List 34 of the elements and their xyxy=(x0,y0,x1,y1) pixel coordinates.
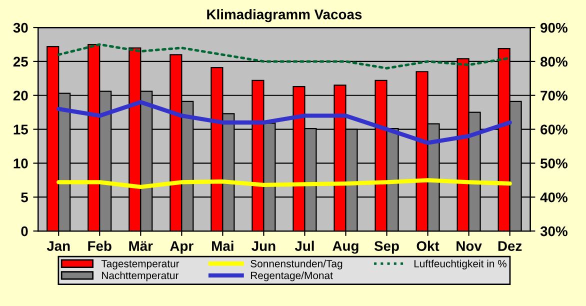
y-tick-label: 15 xyxy=(14,124,28,134)
y2-tick-label: 80% xyxy=(540,56,568,67)
y2-tick-label: 30% xyxy=(540,226,568,236)
y-tick-label: 0 xyxy=(21,226,28,236)
x-tick-label: Nov xyxy=(456,241,482,251)
legend-label: Sonnenstunden/Tag xyxy=(250,260,342,270)
legend-label: Nachttemperatur xyxy=(102,272,179,282)
y2-tick-label: 40% xyxy=(540,192,568,202)
line-series xyxy=(56,178,512,190)
x-tick-label: Okt xyxy=(416,240,440,251)
x-tick-label: Aug xyxy=(332,241,358,254)
chart-title: Klimadiagramm Vacoas xyxy=(207,9,362,22)
x-tick-label: Feb xyxy=(88,240,112,251)
y-tick-label: 30 xyxy=(13,22,28,33)
x-tick-label: Apr xyxy=(170,241,194,254)
y2-tick-label: 90% xyxy=(540,22,568,33)
legend-label: Luftfeuchtigkeit in % xyxy=(414,260,506,270)
y-tick-label: 5 xyxy=(21,192,28,202)
legend-label: Tagestemperatur xyxy=(101,260,180,270)
y-tick-label: 20 xyxy=(13,90,28,101)
y-tick-label: 10 xyxy=(14,158,28,168)
x-tick-label: Dez xyxy=(498,241,522,251)
y2-tick-label: 70% xyxy=(540,90,568,101)
x-tick-label: Mai xyxy=(212,240,234,251)
x-tick-label: Sep xyxy=(374,241,399,254)
y-tick-label: 25 xyxy=(13,56,28,67)
x-tick-label: Jun xyxy=(252,241,276,251)
legend-label: Regentage/Monat xyxy=(250,272,333,282)
y2-tick-label: 60% xyxy=(540,124,568,134)
x-tick-label: Mär xyxy=(129,241,153,251)
y2-tick-label: 50% xyxy=(540,158,568,168)
x-tick-label: Jul xyxy=(294,240,314,251)
x-tick-label: Jan xyxy=(46,241,70,251)
line-series xyxy=(56,100,512,145)
